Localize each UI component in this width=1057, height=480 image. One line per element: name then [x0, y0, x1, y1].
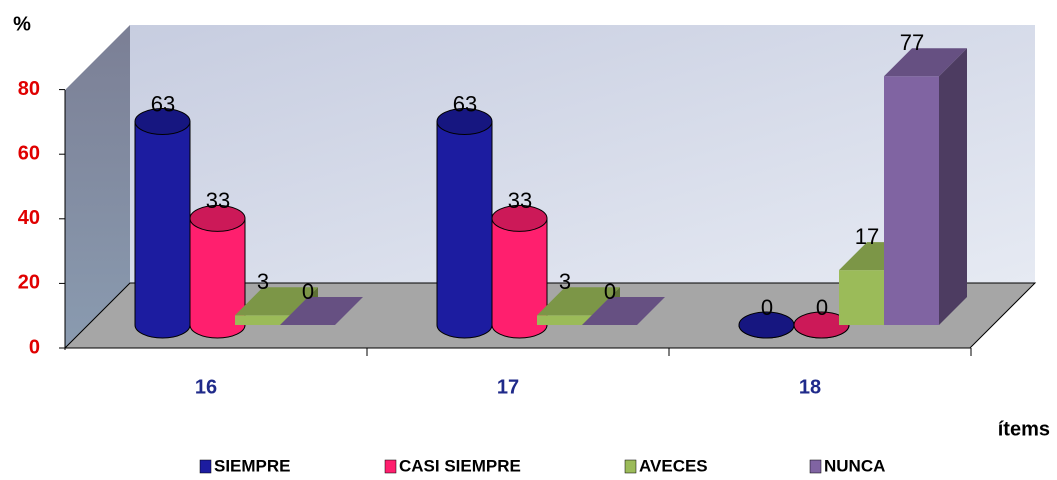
bar-part [134, 121, 191, 339]
data-label: 0 [761, 295, 773, 320]
bar [491, 204, 548, 339]
bar [280, 297, 363, 325]
data-label: 63 [151, 91, 175, 116]
bar [189, 204, 246, 339]
data-label: 63 [453, 91, 477, 116]
legend-swatch [624, 459, 637, 474]
bar-part [884, 48, 967, 77]
side-wall [65, 25, 130, 348]
back-wall [130, 25, 1035, 283]
x-tick-label: 18 [799, 376, 821, 398]
y-tick-label: 60 [18, 142, 40, 164]
bar-part [537, 315, 592, 325]
bar-part [436, 121, 493, 339]
y-axis-label: % [13, 13, 31, 35]
legend-label: NUNCA [824, 456, 885, 475]
bar-part [839, 270, 894, 325]
data-label: 17 [855, 224, 879, 249]
x-tick-label: 17 [497, 376, 519, 398]
legend-swatch [199, 459, 212, 474]
data-label: 0 [816, 295, 828, 320]
y-tick-label: 0 [29, 336, 40, 358]
bar-part [235, 287, 318, 316]
bar [793, 311, 850, 339]
data-label: 33 [508, 188, 532, 213]
bar-part [582, 297, 665, 325]
data-label: 3 [257, 269, 269, 294]
y-tick-label: 20 [18, 272, 40, 294]
bar-part [189, 204, 246, 232]
legend-label: CASI SIEMPRE [399, 456, 521, 475]
legend-swatch [384, 459, 397, 474]
bar-part [436, 108, 493, 136]
x-axis-label: ítems [998, 418, 1050, 440]
bar [738, 311, 795, 339]
bar [134, 108, 191, 339]
legend-label: AVECES [639, 456, 708, 475]
data-label: 0 [302, 279, 314, 304]
bar [884, 48, 967, 325]
data-label: 0 [604, 279, 616, 304]
bar-part [537, 287, 620, 316]
bar-part [491, 217, 548, 339]
bar-part [134, 108, 191, 136]
bar-part [491, 204, 548, 232]
bar-part [939, 48, 967, 325]
bar-part [189, 217, 246, 339]
data-label: 33 [206, 188, 230, 213]
x-tick-label: 16 [195, 376, 217, 398]
data-label: 3 [559, 269, 571, 294]
data-label: 77 [900, 30, 924, 55]
bar-part [280, 297, 363, 325]
y-tick-label: 40 [18, 207, 40, 229]
legend-swatch [809, 459, 822, 474]
bar-part [884, 76, 939, 325]
bar-part [235, 315, 290, 325]
bar [582, 297, 665, 325]
legend-label: SIEMPRE [214, 456, 291, 475]
bar [436, 108, 493, 339]
y-tick-label: 80 [18, 78, 40, 100]
